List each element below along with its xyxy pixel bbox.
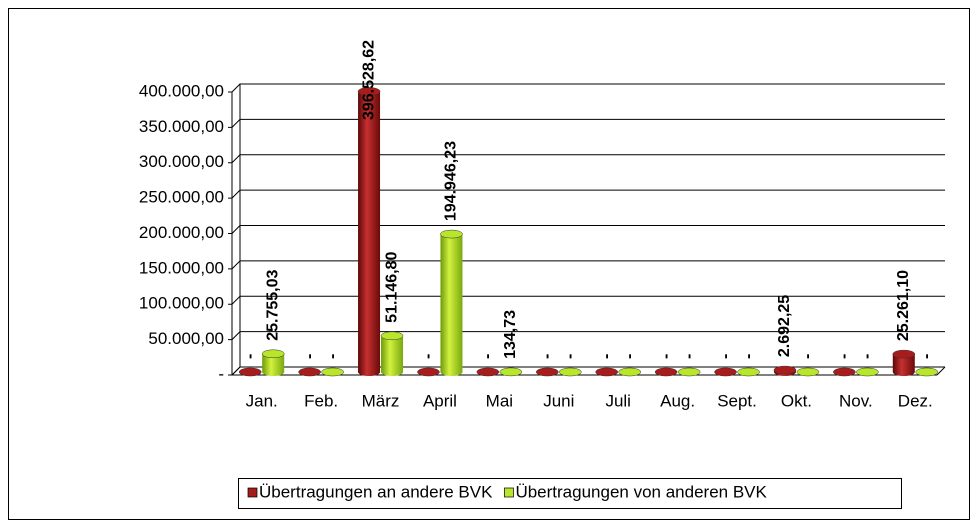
bar (440, 234, 463, 372)
bar-top (737, 367, 760, 377)
value-label: 25.261,10 (895, 270, 912, 341)
x-axis (936, 366, 946, 376)
y-tick-label: 300.000,00 (139, 152, 224, 171)
bar-top (357, 87, 381, 96)
grid-line (231, 260, 945, 270)
grid-line (231, 366, 945, 376)
grid-line (231, 331, 945, 340)
y-tick-label: 200.000,00 (139, 223, 224, 242)
grid-line (231, 189, 945, 199)
bar-top (238, 367, 262, 377)
value-label: 51.146,80 (383, 252, 400, 323)
bar-top (380, 331, 404, 341)
value-label: - (324, 354, 341, 359)
grid-line (231, 225, 945, 234)
grid-line (231, 295, 945, 305)
bar (358, 91, 381, 373)
bar-top (892, 349, 916, 359)
value-label: 396.528,62 (360, 40, 377, 120)
value-label: - (621, 354, 638, 359)
grid-line (231, 154, 945, 164)
value-label: - (420, 354, 437, 359)
value-label: - (680, 354, 697, 359)
bar-top (536, 367, 559, 377)
bar-top (714, 367, 737, 377)
y-tick-label: 350.000,00 (139, 117, 224, 136)
bar-top (417, 367, 440, 377)
bar (892, 354, 915, 372)
bar-top (796, 367, 820, 377)
legend-label: Übertragungen von anderen BVK (515, 482, 767, 501)
value-label: - (799, 354, 816, 359)
value-label: - (918, 354, 935, 359)
bar (262, 353, 285, 372)
x-tick-label: Jan. (246, 391, 278, 410)
x-tick-label: Feb. (304, 391, 338, 410)
bar-base (892, 368, 915, 376)
value-label: - (301, 354, 318, 359)
bar-top (618, 367, 641, 377)
bar-top (677, 367, 701, 377)
value-label: - (657, 354, 674, 359)
value-label: - (479, 354, 496, 359)
x-tick-label: Mai (486, 391, 513, 410)
bar-top (261, 349, 285, 359)
bar-top (499, 367, 523, 377)
x-tick-label: April (423, 391, 457, 410)
x-tick-label: Nov. (839, 391, 873, 410)
grid-line (231, 83, 945, 93)
y-tick-label: 100.000,00 (139, 294, 224, 313)
bar-top (476, 367, 500, 377)
y-tick-label: 50.000,00 (148, 329, 224, 348)
value-label: 134,73 (502, 310, 519, 359)
bar-top (856, 367, 879, 377)
x-tick-label: Juni (543, 391, 574, 410)
x-tick-label: März (362, 391, 400, 410)
bar-top (440, 229, 463, 239)
legend-label: Übertragungen an andere BVK (259, 482, 493, 501)
value-label: 194.946,23 (443, 141, 460, 221)
y-tick-label: 400.000,00 (139, 81, 224, 100)
value-label: - (740, 354, 757, 359)
x-tick-label: Okt. (781, 391, 812, 410)
legend-swatch (247, 487, 258, 498)
bar-top (773, 365, 797, 375)
value-label: - (539, 354, 556, 359)
bar-top (559, 367, 582, 377)
value-label: - (836, 354, 853, 359)
bar-base (358, 368, 381, 376)
bar-top (595, 367, 618, 377)
value-label: 2.692,25 (776, 295, 793, 357)
value-label: - (241, 354, 258, 359)
bar-top (298, 367, 321, 377)
y-tick-label: 150.000,00 (139, 258, 224, 277)
chart-border (8, 8, 970, 520)
value-label: - (598, 354, 615, 359)
x-tick-label: Dez. (898, 391, 933, 410)
bar-base (381, 368, 404, 376)
x-tick-label: Juli (605, 391, 631, 410)
value-label: 25.755,03 (264, 269, 281, 340)
value-label: - (562, 354, 579, 359)
bar-top (321, 367, 344, 377)
x-tick-label: Aug. (660, 391, 695, 410)
x-tick-label: Sept. (717, 391, 757, 410)
value-label: - (717, 354, 734, 359)
grid-line (231, 118, 945, 128)
bar (381, 335, 404, 372)
y-tick-label: 250.000,00 (139, 188, 224, 207)
legend-box (238, 478, 902, 509)
bar-top (654, 367, 678, 377)
bar-base (440, 368, 463, 376)
legend-swatch (504, 487, 514, 498)
bar-top (915, 367, 939, 377)
y-tick-label: - (218, 364, 224, 383)
bar-base (262, 368, 285, 376)
bar-top (833, 367, 856, 377)
value-label: - (859, 354, 876, 359)
